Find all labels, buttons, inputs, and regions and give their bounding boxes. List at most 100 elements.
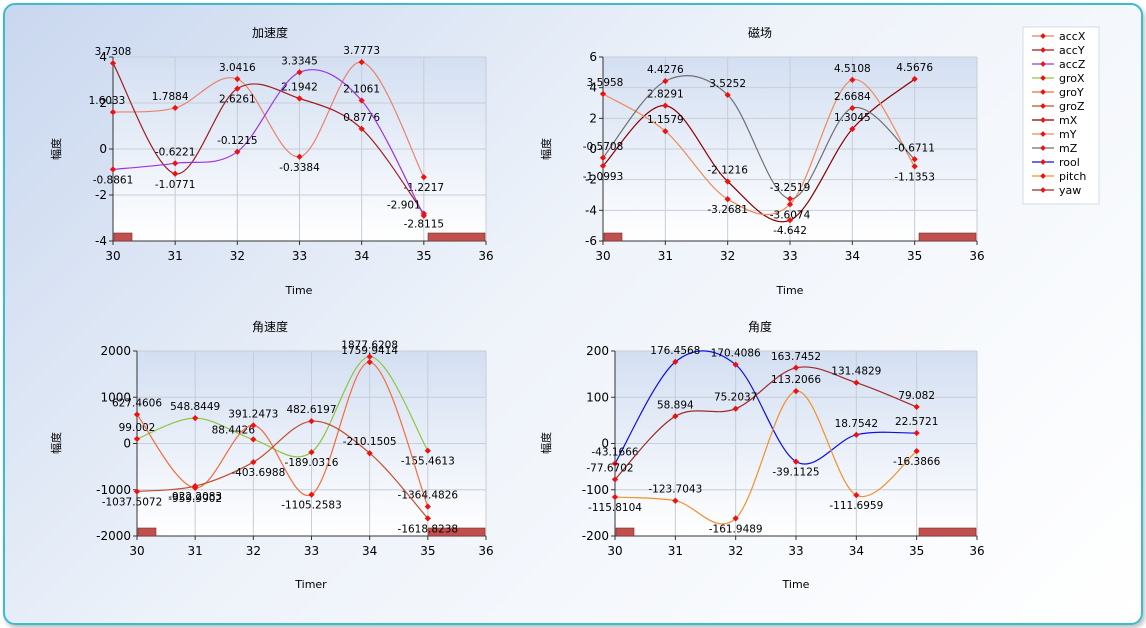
data-label: 1.7884 bbox=[152, 91, 189, 103]
y-tick-label: 4 bbox=[589, 81, 597, 95]
y-tick-label: 2 bbox=[589, 111, 597, 125]
data-label: 4.5676 bbox=[896, 62, 933, 74]
x-tick-label: 31 bbox=[188, 544, 203, 558]
data-point[interactable] bbox=[420, 173, 427, 181]
data-point[interactable] bbox=[662, 77, 669, 85]
y-tick-label: 0 bbox=[123, 437, 131, 451]
scroll-thumb-right[interactable] bbox=[918, 232, 977, 242]
data-point[interactable] bbox=[424, 503, 431, 510]
legend-label: rool bbox=[1059, 156, 1080, 169]
data-point[interactable] bbox=[366, 353, 373, 360]
data-point[interactable] bbox=[611, 476, 619, 483]
data-label: 4.4276 bbox=[647, 64, 684, 76]
scroll-thumb-left[interactable] bbox=[603, 232, 623, 242]
data-point[interactable] bbox=[420, 212, 427, 219]
chart-title: 角速度 bbox=[252, 319, 288, 334]
legend-item-accX[interactable]: accX bbox=[1032, 30, 1086, 43]
data-point[interactable] bbox=[662, 102, 669, 109]
scroll-thumb-left[interactable] bbox=[137, 527, 157, 537]
data-label: -189.0316 bbox=[285, 457, 339, 469]
data-point[interactable] bbox=[234, 148, 241, 155]
legend-item-mX[interactable]: mX bbox=[1032, 114, 1078, 127]
data-point[interactable] bbox=[192, 415, 199, 422]
legend-item-mZ[interactable]: mZ bbox=[1032, 142, 1078, 155]
data-point[interactable] bbox=[172, 104, 179, 111]
legend-item-yaw[interactable]: yaw bbox=[1032, 184, 1081, 197]
series-pitch: -115.8104 -123.7043 -161.9489 113.2066 -111.… bbox=[588, 374, 941, 535]
series-groY: 627.4606 -959.9902 391.2473 -1105.2583 1759.… bbox=[112, 345, 458, 512]
data-point[interactable] bbox=[234, 75, 241, 83]
legend-item-mY[interactable]: mY bbox=[1032, 128, 1077, 141]
data-point[interactable] bbox=[853, 431, 860, 438]
x-tick-label: 34 bbox=[362, 544, 377, 558]
data-point[interactable] bbox=[913, 447, 920, 455]
legend-label: pitch bbox=[1059, 170, 1086, 183]
data-label: 22.5721 bbox=[895, 416, 938, 428]
data-label: 2.1942 bbox=[281, 82, 318, 94]
y-tick-label: 2 bbox=[99, 96, 107, 110]
legend-label: yaw bbox=[1059, 184, 1081, 197]
y-tick-label: 4 bbox=[99, 50, 107, 64]
x-tick-label: 36 bbox=[478, 544, 493, 558]
scroll-thumb-left[interactable] bbox=[615, 527, 635, 537]
y-axis-label: 幅度 bbox=[539, 138, 553, 160]
legend-item-accZ[interactable]: accZ bbox=[1032, 58, 1086, 71]
scroll-thumb-left[interactable] bbox=[113, 232, 133, 242]
x-tick-label: 30 bbox=[129, 544, 144, 558]
legend-label: groZ bbox=[1059, 100, 1085, 113]
y-tick-label: -1000 bbox=[96, 483, 131, 497]
legend-label: accX bbox=[1059, 30, 1086, 43]
data-point[interactable] bbox=[732, 515, 739, 522]
data-point[interactable] bbox=[192, 483, 199, 490]
data-point[interactable] bbox=[424, 447, 431, 454]
data-point[interactable] bbox=[424, 515, 431, 522]
data-point[interactable] bbox=[366, 358, 373, 366]
data-label: 3.5958 bbox=[587, 77, 624, 89]
chart-title: 角度 bbox=[748, 319, 772, 334]
data-point[interactable] bbox=[109, 109, 117, 116]
legend-item-groX[interactable]: groX bbox=[1032, 72, 1085, 85]
x-tick-label: 32 bbox=[728, 544, 743, 558]
scroll-thumb-right[interactable] bbox=[918, 527, 977, 537]
data-point[interactable] bbox=[308, 449, 315, 456]
x-tick-label: 35 bbox=[909, 544, 924, 558]
data-point[interactable] bbox=[308, 418, 315, 425]
scroll-thumb-right[interactable] bbox=[427, 527, 486, 537]
legend-item-groY[interactable]: groY bbox=[1032, 86, 1084, 99]
data-point[interactable] bbox=[672, 497, 679, 504]
series-line-accY bbox=[112, 62, 425, 215]
data-point[interactable] bbox=[366, 450, 373, 457]
x-tick-label: 31 bbox=[668, 544, 683, 558]
data-point[interactable] bbox=[234, 85, 241, 92]
legend-item-rool[interactable]: rool bbox=[1032, 156, 1080, 169]
x-tick-label: 32 bbox=[230, 249, 245, 263]
data-label: -0.3384 bbox=[279, 162, 320, 174]
legend-marker bbox=[1040, 145, 1046, 151]
legend-item-groZ[interactable]: groZ bbox=[1032, 100, 1085, 113]
legend-item-pitch[interactable]: pitch bbox=[1032, 170, 1086, 183]
chart-1: 30 31 32 33 34 35 36 4 2 0 -2 -4 加速度 Time 幅度 1.6033 1.78… bbox=[49, 25, 494, 297]
y-tick-label: 2000 bbox=[100, 344, 131, 358]
legend-item-accY[interactable]: accY bbox=[1032, 44, 1085, 57]
y-tick-label: 100 bbox=[586, 390, 609, 404]
data-point[interactable] bbox=[913, 403, 920, 411]
x-tick-label: 30 bbox=[105, 249, 120, 263]
chart-4: 30 31 32 33 34 35 36 200 100 0 -100 -200 角度 Time 幅度 -43… bbox=[539, 319, 985, 591]
series-mY: 3.5958 1.1579 -3.2681 -3.6074 4.5108 -1.1353 bbox=[587, 63, 935, 221]
legend-marker bbox=[1040, 131, 1046, 137]
data-label: -123.7043 bbox=[648, 484, 702, 496]
legend-label: groX bbox=[1059, 72, 1085, 85]
data-point[interactable] bbox=[849, 76, 856, 83]
data-point[interactable] bbox=[308, 491, 315, 498]
data-point[interactable] bbox=[853, 379, 860, 386]
data-point[interactable] bbox=[109, 166, 117, 173]
data-point[interactable] bbox=[849, 104, 856, 112]
data-label: 3.5252 bbox=[709, 78, 746, 90]
scroll-thumb-right[interactable] bbox=[427, 232, 486, 242]
x-tick-label: 32 bbox=[246, 544, 261, 558]
data-point[interactable] bbox=[611, 460, 619, 467]
data-point[interactable] bbox=[913, 429, 920, 437]
x-tick-label: 33 bbox=[788, 544, 803, 558]
data-point[interactable] bbox=[792, 388, 800, 395]
series-accX: 1.6033 1.7884 3.0416 -0.3384 3.7773 -1.2217 bbox=[89, 45, 444, 194]
